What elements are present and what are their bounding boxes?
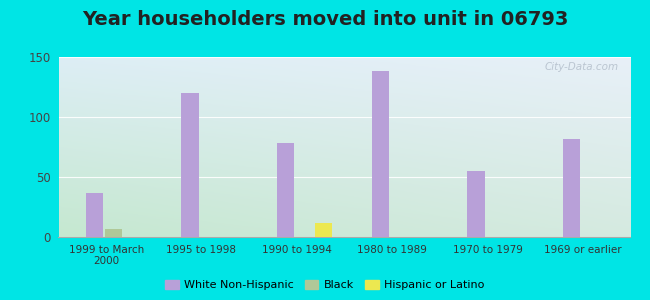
Bar <box>467 171 485 237</box>
Bar <box>181 93 199 237</box>
Text: Year householders moved into unit in 06793: Year householders moved into unit in 067… <box>82 10 568 29</box>
Bar <box>315 223 332 237</box>
Bar <box>105 229 122 237</box>
Bar <box>86 193 103 237</box>
Text: City-Data.com: City-Data.com <box>545 62 619 72</box>
Bar <box>277 143 294 237</box>
Bar <box>372 71 389 237</box>
Legend: White Non-Hispanic, Black, Hispanic or Latino: White Non-Hispanic, Black, Hispanic or L… <box>161 275 489 294</box>
Bar <box>563 139 580 237</box>
